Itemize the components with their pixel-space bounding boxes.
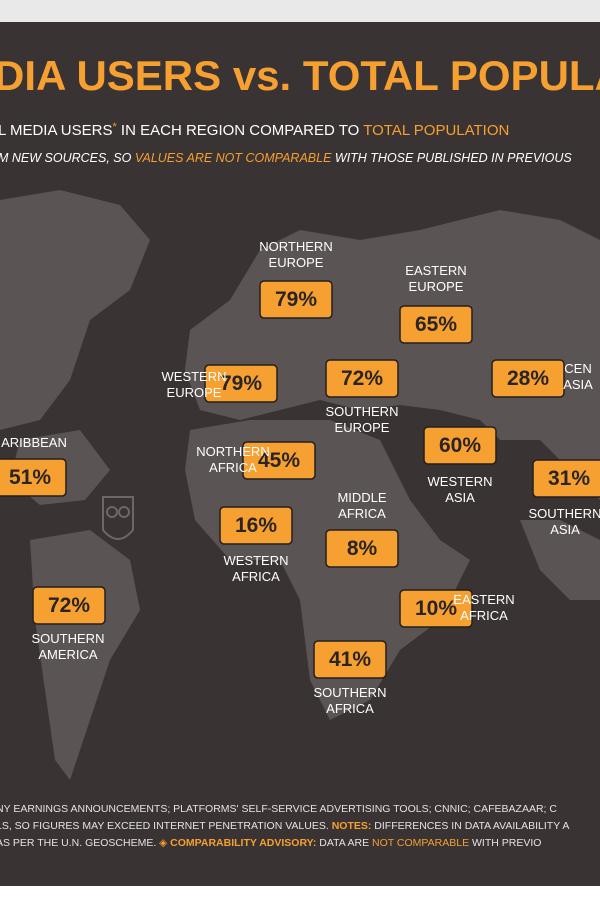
value-box	[399, 305, 473, 344]
region-value: 10%	[415, 597, 457, 620]
region-name: AMERICA	[38, 647, 98, 662]
footer-line: NY EARNINGS ANNOUNCEMENTS; PLATFORMS' SE…	[0, 803, 557, 815]
footer-highlight: NOT COMPARABLE	[372, 837, 469, 849]
footer-highlight: NOTES:	[332, 820, 372, 832]
region-name: EASTERN	[453, 592, 514, 607]
footer-line: LS, SO FIGURES MAY EXCEED INTERNET PENET…	[0, 820, 569, 832]
region-name: NORTHERN	[259, 239, 332, 254]
region-name: EUROPE	[269, 255, 324, 270]
region-name: AFRICA	[326, 701, 374, 716]
region-name: AFRICA	[232, 569, 280, 584]
note-highlight: VALUES ARE NOT COMPARABLE	[135, 151, 332, 165]
value-box	[219, 506, 293, 545]
region-name: EUROPE	[335, 420, 390, 435]
region-value: 72%	[48, 594, 90, 617]
region-name: WESTERN	[224, 553, 289, 568]
region-name: ASIA	[563, 377, 593, 392]
region-name: WESTERN	[162, 369, 227, 384]
value-box	[259, 280, 333, 319]
note-text: M NEW SOURCES, SO	[0, 151, 135, 165]
subtitle: L MEDIA USERS* IN EACH REGION COMPARED T…	[0, 121, 509, 139]
region-name: SOUTHERN	[326, 404, 399, 419]
value-box	[491, 359, 565, 398]
footer-text: DIFFERENCES IN DATA AVAILABILITY A	[371, 820, 569, 832]
region-name: SOUTHERN	[529, 506, 600, 521]
title: DIA USERS vs. TOTAL POPULA	[0, 52, 600, 99]
region-name: ARIBBEAN	[1, 435, 67, 450]
value-box	[532, 459, 600, 498]
footer-text: DATA ARE	[316, 837, 372, 849]
region-name: NORTHERN	[196, 444, 269, 459]
region-name: WESTERN	[428, 474, 493, 489]
region-name: MIDDLE	[337, 490, 386, 505]
value-box	[399, 589, 473, 628]
note-text: WITH THOSE PUBLISHED IN PREVIOUS	[331, 151, 572, 165]
region-name: AFRICA	[460, 608, 508, 623]
region-value: 51%	[9, 466, 51, 489]
region-name: EUROPE	[167, 385, 222, 400]
region-value: 8%	[347, 537, 378, 560]
region-name: ASIA	[445, 490, 475, 505]
subtitle-text: L MEDIA USERS	[0, 122, 112, 139]
owl-logo	[102, 496, 134, 540]
bottom-strip	[0, 886, 600, 900]
footer-text: NY EARNINGS ANNOUNCEMENTS; PLATFORMS' SE…	[0, 803, 557, 815]
footer-line: AS PER THE U.N. GEOSCHEME. ◈ COMPARABILI…	[0, 837, 541, 849]
region-value: 45%	[258, 449, 300, 472]
world-map	[0, 190, 600, 780]
note: M NEW SOURCES, SO VALUES ARE NOT COMPARA…	[0, 151, 572, 165]
value-box	[204, 364, 278, 403]
region-name: AFRICA	[338, 506, 386, 521]
subtitle-highlight: TOTAL POPULATION	[363, 122, 509, 139]
region-value: 65%	[415, 313, 457, 336]
top-strip	[0, 0, 600, 22]
region-name: SOUTHERN	[32, 631, 105, 646]
region-value: 16%	[235, 514, 277, 537]
value-box	[313, 640, 387, 679]
footer-text: LS, SO FIGURES MAY EXCEED INTERNET PENET…	[0, 820, 332, 832]
value-box	[242, 441, 316, 480]
value-box	[32, 586, 106, 625]
region-value: 28%	[507, 367, 549, 390]
region-name: SOUTHERN	[314, 685, 387, 700]
footer-text: AS PER THE U.N. GEOSCHEME.	[0, 837, 159, 849]
region-value: 41%	[329, 648, 371, 671]
regions: 79%NORTHERNEUROPE65%EASTERNEUROPE79%WEST…	[0, 239, 600, 716]
region-name: EUROPE	[409, 279, 464, 294]
region-value: 72%	[341, 367, 383, 390]
region-value: 79%	[220, 372, 262, 395]
value-box	[325, 359, 399, 398]
region-name: AFRICA	[209, 460, 257, 475]
value-box	[325, 529, 399, 568]
value-box	[0, 458, 67, 497]
region-value: 31%	[548, 467, 590, 490]
subtitle-text: IN EACH REGION COMPARED TO	[117, 122, 363, 139]
footer-text: WITH PREVIO	[469, 837, 541, 849]
region-name: ASIA	[550, 522, 580, 537]
region-value: 79%	[275, 288, 317, 311]
region-name: CEN	[564, 361, 591, 376]
footer-highlight: ◈ COMPARABILITY ADVISORY:	[159, 837, 316, 849]
region-value: 60%	[439, 434, 481, 457]
region-name: EASTERN	[405, 263, 466, 278]
value-box	[423, 426, 497, 465]
asterisk: *	[112, 121, 117, 133]
